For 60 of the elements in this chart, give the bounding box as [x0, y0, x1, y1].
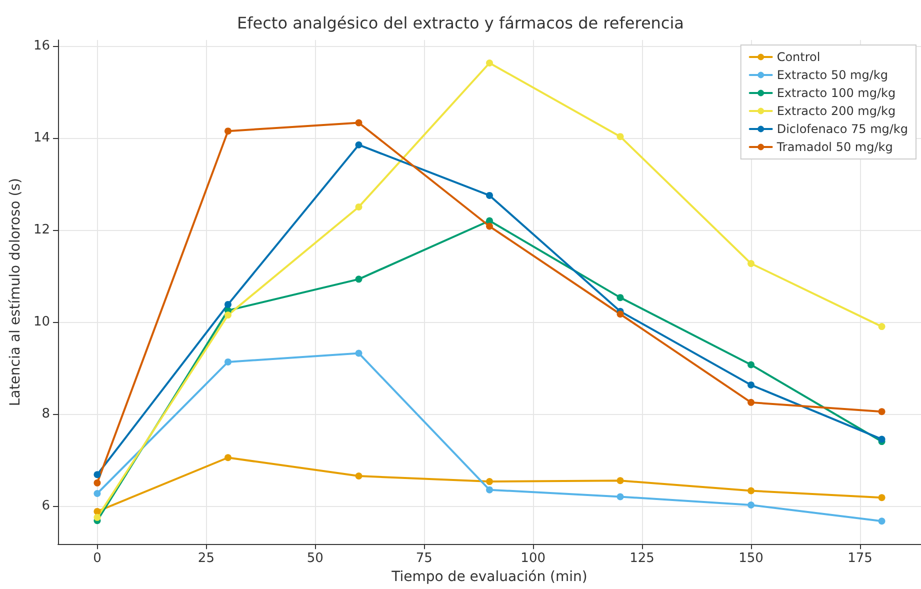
- point: [224, 312, 232, 319]
- point: [486, 478, 493, 486]
- x-tick-label: 100: [520, 551, 546, 566]
- x-tick-label: 0: [93, 551, 102, 566]
- x-tick-label: 125: [630, 551, 654, 566]
- point: [355, 350, 362, 357]
- legend-label: Extracto 100 mg/kg: [776, 86, 896, 100]
- point: [748, 398, 755, 406]
- point: [224, 454, 232, 462]
- chart-title: Efecto analgésico del extracto y fármacos de referencia: [237, 14, 684, 32]
- legend-label: Extracto 200 mg/kg: [776, 104, 896, 118]
- point: [355, 472, 362, 480]
- point: [94, 490, 101, 498]
- legend-label: Diclofenaco 75 mg/kg: [776, 122, 908, 136]
- y-tick-label: 16: [33, 38, 50, 54]
- point: [224, 300, 232, 308]
- point: [748, 260, 755, 268]
- y-tick-label: 6: [42, 498, 50, 514]
- point: [616, 477, 624, 484]
- point: [616, 294, 624, 302]
- legend-label: Tramadol 50 mg/kg: [776, 140, 893, 154]
- x-tick-label: 175: [848, 551, 872, 566]
- point: [616, 493, 624, 500]
- y-tick-label: 14: [33, 130, 50, 146]
- point: [94, 479, 101, 486]
- point: [486, 192, 493, 199]
- point: [355, 141, 362, 148]
- point: [748, 502, 755, 509]
- point: [878, 494, 886, 502]
- point: [616, 133, 624, 140]
- point: [486, 60, 493, 66]
- point: [94, 514, 101, 521]
- point: [224, 358, 232, 366]
- y-axis-title: Latencia al estímulo doloroso (s): [8, 178, 24, 406]
- y-tick-label: 12: [33, 222, 50, 238]
- point: [748, 487, 755, 494]
- point: [878, 436, 886, 443]
- y-tick-label: 10: [33, 314, 50, 330]
- point: [878, 323, 886, 330]
- point: [748, 381, 755, 388]
- point: [355, 276, 362, 283]
- legend-label: Extracto 50 mg/kg: [776, 68, 888, 82]
- x-tick-label: 50: [306, 551, 324, 566]
- x-tick-label: 150: [738, 551, 764, 566]
- point: [355, 203, 362, 210]
- point: [616, 310, 624, 318]
- point: [878, 408, 886, 416]
- point: [748, 361, 755, 368]
- point: [486, 486, 493, 494]
- y-tick-label: 8: [42, 406, 50, 422]
- point: [224, 128, 232, 135]
- point: [94, 471, 101, 478]
- point: [878, 518, 886, 525]
- x-tick-label: 25: [198, 551, 214, 566]
- point: [486, 222, 493, 230]
- x-axis-title: Tiempo de evaluación (min): [390, 569, 588, 585]
- legend-label: Control: [776, 50, 820, 64]
- x-tick-label: 75: [416, 551, 432, 566]
- point: [355, 119, 362, 126]
- point: [94, 508, 101, 515]
